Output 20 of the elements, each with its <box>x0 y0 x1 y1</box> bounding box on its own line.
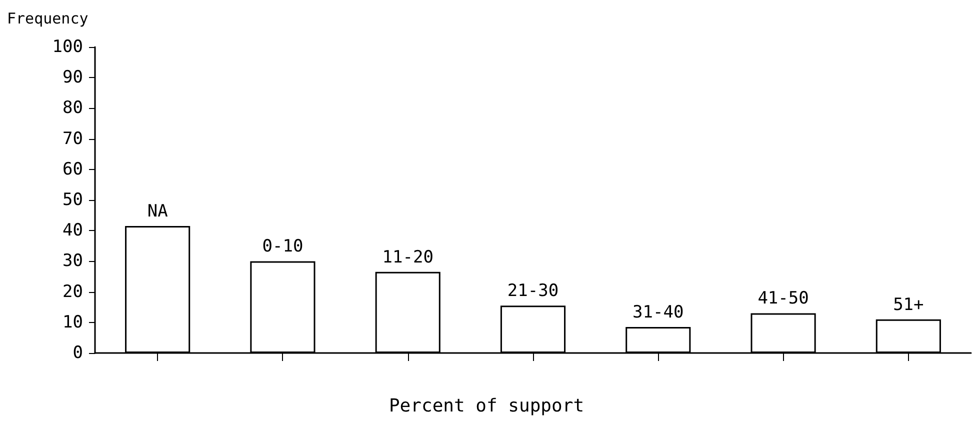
y-tick-label: 30 <box>62 251 83 272</box>
y-tick-label: 100 <box>52 37 83 57</box>
y-tick-label: 70 <box>62 128 83 149</box>
y-tick-label: 90 <box>62 68 83 88</box>
y-tick-label: 20 <box>62 282 83 302</box>
y-tick-label: 50 <box>62 190 83 210</box>
x-tick-label: 11-20 <box>382 247 434 268</box>
x-tick-label: 21-30 <box>507 281 559 302</box>
x-tick-label: NA <box>147 202 168 222</box>
y-tick-label: 60 <box>62 159 83 180</box>
x-axis-title: Percent of support <box>388 396 584 416</box>
y-tick-label: 80 <box>62 98 83 118</box>
y-tick-label: 40 <box>62 220 83 241</box>
x-tick-label: 31-40 <box>632 302 684 322</box>
y-tick-label: 10 <box>62 312 83 332</box>
y-axis-title: Frequency <box>7 10 88 28</box>
y-tick-label: 0 <box>72 343 83 363</box>
x-tick-label: 51+ <box>893 294 924 315</box>
x-tick-label: 41-50 <box>758 288 809 309</box>
x-tick-label: 0-10 <box>262 236 304 257</box>
